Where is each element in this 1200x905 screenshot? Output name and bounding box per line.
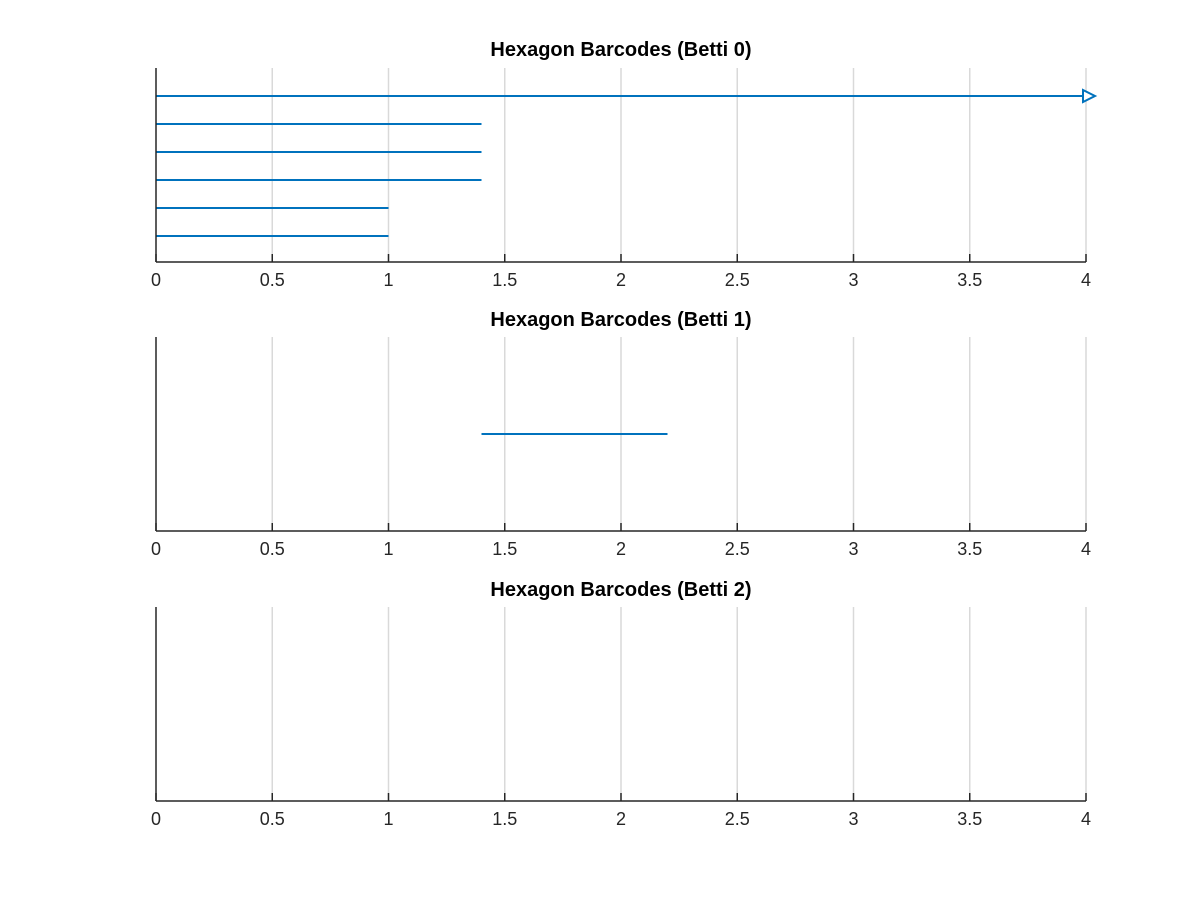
x-tick-label: 3.5 (957, 809, 982, 829)
x-tick-label: 1.5 (492, 270, 517, 290)
chart-title-betti-2: Hexagon Barcodes (Betti 2) (490, 579, 751, 601)
chart-title-betti-1: Hexagon Barcodes (Betti 1) (490, 309, 751, 331)
x-tick-label: 2 (616, 270, 626, 290)
x-tick-label: 3 (848, 539, 858, 559)
x-tick-label: 3.5 (957, 270, 982, 290)
x-tick-label: 2 (616, 809, 626, 829)
panel-betti-2: Hexagon Barcodes (Betti 2) 0 0.5 1 1.5 2 2.5 3… (151, 579, 1091, 829)
x-tick-label: 0.5 (260, 539, 285, 559)
x-tick-label: 1 (383, 809, 393, 829)
panel-betti-0: Hexagon Barcodes (Betti 0) 0 0.5 1 1.5 2 2.5 3… (151, 39, 1098, 290)
x-tick-label: 2.5 (725, 809, 750, 829)
x-tick-label: 4 (1081, 539, 1091, 559)
x-tick-label: 1.5 (492, 809, 517, 829)
x-tick-label: 0 (151, 539, 161, 559)
x-tick-label: 3 (848, 809, 858, 829)
x-tick-label: 2.5 (725, 539, 750, 559)
x-tick-label: 3 (848, 270, 858, 290)
x-tick-label: 1.5 (492, 539, 517, 559)
chart-title-betti-0: Hexagon Barcodes (Betti 0) (490, 39, 751, 61)
infinite-arrow-head (1082, 88, 1098, 104)
x-tick-label: 0.5 (260, 809, 285, 829)
x-tick-label: 4 (1081, 270, 1091, 290)
x-tick-label: 0 (151, 809, 161, 829)
x-tick-label: 0.5 (260, 270, 285, 290)
x-tick-label: 1 (383, 270, 393, 290)
x-tick-label: 2 (616, 539, 626, 559)
x-tick-label: 3.5 (957, 539, 982, 559)
x-tick-label: 0 (151, 270, 161, 290)
x-tick-label: 2.5 (725, 270, 750, 290)
x-tick-label: 1 (383, 539, 393, 559)
x-tick-label: 4 (1081, 809, 1091, 829)
panel-betti-1: Hexagon Barcodes (Betti 1) 0 0.5 1 1.5 2 2.5 3… (151, 309, 1091, 559)
